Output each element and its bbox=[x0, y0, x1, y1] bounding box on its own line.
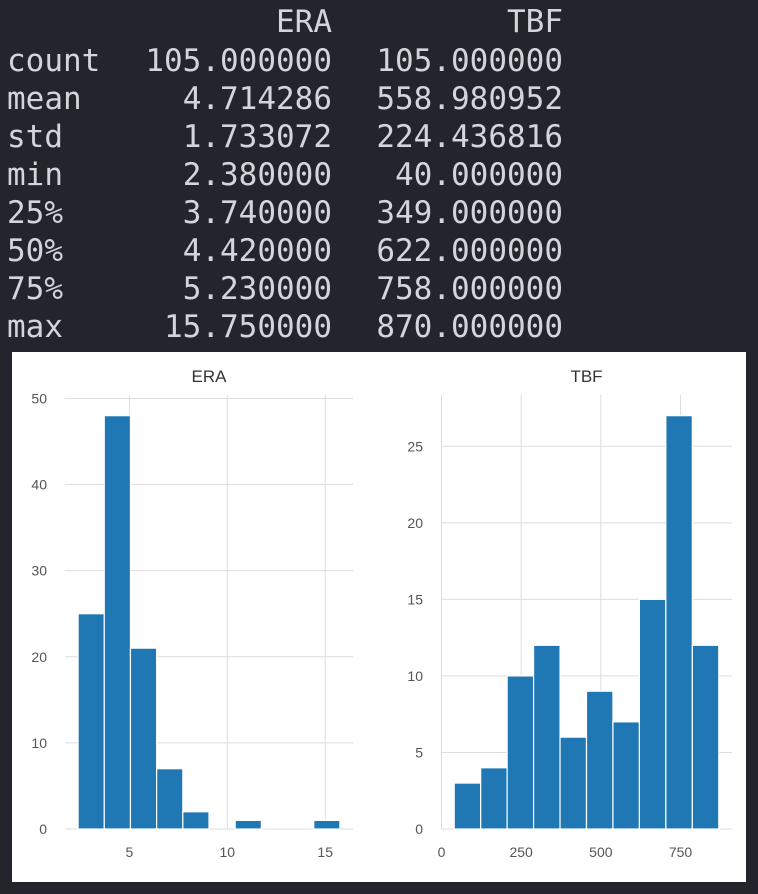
y-tick-label: 15 bbox=[407, 591, 423, 607]
y-tick-label: 20 bbox=[407, 515, 423, 531]
x-tick-label: 250 bbox=[509, 844, 533, 860]
cell: 4.714286 bbox=[183, 81, 332, 117]
bar bbox=[156, 768, 184, 830]
y-tick-label: 20 bbox=[31, 649, 47, 665]
y-tick-label: 40 bbox=[31, 477, 47, 493]
x-tick-label: 10 bbox=[220, 844, 236, 860]
row-label: 75% bbox=[7, 271, 63, 307]
cell: 758.000000 bbox=[376, 271, 563, 307]
chart-title: TBF bbox=[570, 367, 602, 386]
column-header: ERA bbox=[276, 4, 332, 40]
bar bbox=[691, 644, 720, 830]
y-tick-label: 25 bbox=[407, 438, 423, 454]
cell: 3.740000 bbox=[183, 195, 332, 231]
bar bbox=[313, 819, 341, 830]
y-tick-label: 5 bbox=[415, 744, 423, 760]
cell: 15.750000 bbox=[164, 309, 332, 345]
x-tick-label: 0 bbox=[438, 844, 446, 860]
cell: 622.000000 bbox=[376, 233, 563, 269]
row-label: min bbox=[7, 157, 63, 193]
cell: 349.000000 bbox=[376, 195, 563, 231]
bar bbox=[129, 647, 158, 830]
bar bbox=[103, 415, 132, 830]
x-tick-label: 500 bbox=[589, 844, 613, 860]
row-label: max bbox=[7, 309, 63, 345]
bar bbox=[453, 782, 482, 830]
cell: 4.420000 bbox=[183, 233, 332, 269]
column-header: TBF bbox=[507, 4, 563, 40]
y-tick-label: 0 bbox=[415, 821, 423, 837]
bar bbox=[532, 644, 561, 830]
cell: 558.980952 bbox=[376, 81, 563, 117]
x-tick-label: 15 bbox=[317, 844, 333, 860]
cell: 870.000000 bbox=[376, 309, 563, 345]
bar bbox=[182, 811, 210, 830]
cell: 1.733072 bbox=[183, 119, 332, 155]
cell: 40.000000 bbox=[395, 157, 563, 193]
bar bbox=[234, 819, 262, 830]
x-tick-label: 5 bbox=[125, 844, 133, 860]
bar bbox=[506, 675, 535, 830]
row-label: 50% bbox=[7, 233, 63, 269]
y-tick-label: 10 bbox=[407, 668, 423, 684]
y-tick-label: 0 bbox=[39, 821, 47, 837]
cell: 105.000000 bbox=[145, 43, 332, 79]
row-label: mean bbox=[7, 81, 82, 117]
bar bbox=[480, 767, 508, 830]
row-label: count bbox=[7, 43, 100, 79]
cell: 2.380000 bbox=[183, 157, 332, 193]
bar bbox=[612, 721, 641, 830]
row-label: std bbox=[7, 119, 63, 155]
bar bbox=[585, 690, 614, 830]
x-tick-label: 750 bbox=[669, 844, 693, 860]
y-tick-label: 10 bbox=[31, 735, 47, 751]
cell: 105.000000 bbox=[376, 43, 563, 79]
y-tick-label: 50 bbox=[31, 390, 47, 406]
chart-title: ERA bbox=[192, 367, 228, 386]
cell: 224.436816 bbox=[376, 119, 563, 155]
y-tick-label: 30 bbox=[31, 563, 47, 579]
bar bbox=[77, 613, 105, 830]
cell: 5.230000 bbox=[183, 271, 332, 307]
bar bbox=[665, 415, 693, 830]
bar bbox=[638, 598, 667, 830]
bar bbox=[559, 736, 588, 830]
row-label: 25% bbox=[7, 195, 63, 231]
